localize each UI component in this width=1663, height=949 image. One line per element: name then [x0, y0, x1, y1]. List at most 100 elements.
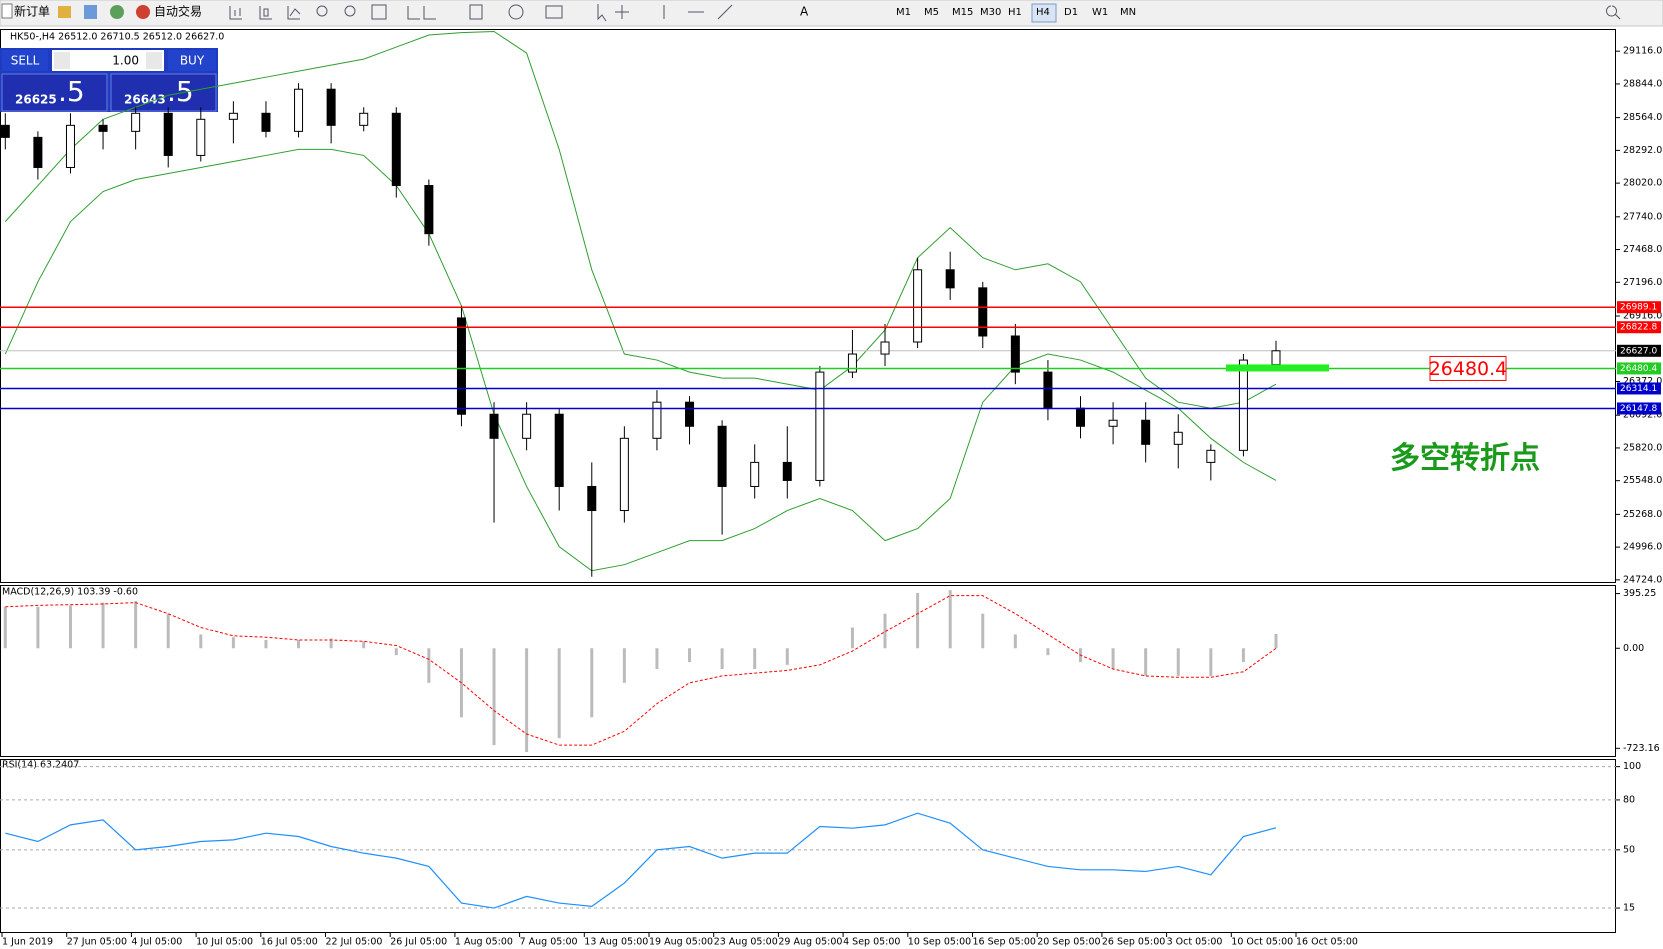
price-line-tag [1617, 301, 1661, 314]
icon[interactable] [287, 6, 301, 20]
candle-body [1238, 359, 1248, 451]
macd-signal [5, 595, 1277, 746]
x-tick-label: 10 Jul 05:00 [196, 937, 253, 948]
icon[interactable] [344, 5, 356, 17]
search[interactable] [1606, 5, 1621, 20]
price-line-tag [1617, 402, 1661, 415]
buy-price-box[interactable] [110, 73, 217, 112]
candle-body [163, 112, 173, 156]
icon[interactable] [508, 4, 524, 20]
candle-body [1173, 431, 1183, 445]
icon[interactable] [407, 6, 436, 20]
candle-body [685, 401, 695, 427]
candle-body [522, 413, 532, 439]
y-tick-label: 80 [1623, 794, 1635, 805]
candle-body [1010, 335, 1020, 373]
x-tick-label: 26 Jul 05:00 [390, 937, 447, 948]
timeframe[interactable]: H4 [1036, 7, 1050, 18]
timeframe[interactable]: M30 [980, 7, 1001, 18]
price-line-label: 26314.1 [1620, 384, 1657, 394]
annotation: 多空转折点 [1390, 441, 1540, 476]
ask-main: 26643 [124, 93, 166, 107]
buy-button[interactable] [168, 50, 216, 71]
candle-body [424, 185, 434, 235]
price-line-label: 26822.8 [1620, 323, 1657, 333]
timeframe[interactable]: H1 [1008, 7, 1022, 18]
timeframe[interactable]: D1 [1064, 7, 1078, 18]
candle-body [978, 287, 988, 337]
timeframe[interactable]: W1 [1092, 7, 1108, 18]
timeframe[interactable]: MN [1120, 7, 1136, 18]
y-tick-label: 26372.0 [1623, 376, 1662, 387]
sell-button[interactable] [2, 50, 48, 71]
candle-body [554, 413, 564, 487]
icon[interactable] [58, 6, 71, 18]
x-tick-label: 23 Aug 05:00 [714, 937, 778, 948]
tool-icons [229, 4, 1621, 22]
timeframe[interactable]: M15 [952, 7, 973, 18]
lots-up[interactable] [146, 52, 162, 69]
x-tick-label: 4 Jul 05:00 [131, 937, 182, 948]
candle-body [945, 269, 955, 289]
candle-body [1108, 419, 1118, 427]
candle-body [1271, 350, 1281, 366]
timeframe[interactable]: M1 [896, 7, 911, 18]
bid-main: 26625 [15, 93, 57, 107]
lots-input[interactable] [52, 50, 164, 71]
lots-value[interactable]: 1.00 [112, 54, 139, 68]
rsi-frame [0, 759, 1616, 933]
candle-body [652, 401, 662, 439]
icon[interactable] [84, 5, 97, 19]
x-tick-label: 16 Oct 05:00 [1296, 937, 1358, 948]
icon[interactable] [371, 4, 387, 20]
candle-body [33, 136, 43, 168]
band-upper [4, 30, 1277, 409]
candle-body [1141, 419, 1151, 445]
text-tool[interactable]: A [800, 5, 809, 19]
new-order[interactable]: 新订单 [14, 4, 50, 19]
y-tick-label: 28564.0 [1623, 112, 1662, 123]
y-tick-label: 15 [1623, 903, 1635, 914]
x-tick-label: 1 Jun 2019 [2, 937, 53, 948]
icon[interactable] [110, 5, 124, 19]
timeframe[interactable]: M5 [924, 7, 939, 18]
sell-price-box[interactable] [1, 73, 108, 112]
candle-body [880, 341, 890, 355]
auto-trading[interactable]: 自动交易 [154, 4, 202, 19]
x-tick-label: 16 Sep 05:00 [973, 937, 1036, 948]
buy-label[interactable]: BUY [180, 54, 205, 68]
icon[interactable] [136, 5, 150, 19]
candle-body [815, 371, 825, 481]
candle-body [489, 413, 499, 439]
price-line-tag [1617, 321, 1661, 334]
candle-body [0, 124, 10, 138]
icon[interactable] [1, 3, 13, 19]
main-frame [0, 29, 1616, 583]
icon[interactable] [229, 6, 242, 20]
candle-body [587, 485, 597, 512]
y-tick-label: 24996.0 [1623, 542, 1662, 553]
y-tick-label: 25548.0 [1623, 475, 1662, 486]
icon[interactable] [259, 6, 272, 20]
candle-body [1206, 449, 1216, 463]
price-line-label: 26989.1 [1620, 303, 1657, 313]
y-tick-label: 27468.0 [1623, 244, 1662, 255]
candle-body [913, 269, 923, 343]
toolbar-bg [0, 0, 1663, 27]
icon[interactable] [316, 5, 328, 17]
y-tick-label: 25268.0 [1623, 509, 1662, 520]
candle-body [131, 112, 141, 132]
band-lower [4, 148, 1277, 572]
icon[interactable] [597, 4, 733, 22]
y-tick-label: 26092.0 [1623, 410, 1662, 421]
sell-label[interactable]: SELL [11, 54, 40, 68]
lots-down[interactable] [54, 52, 70, 69]
candle-body [326, 88, 336, 126]
price-line-tag [1617, 382, 1661, 395]
x-tick-label: 26 Sep 05:00 [1102, 937, 1165, 948]
price-line-label: 26480.4 [1620, 364, 1657, 374]
icon[interactable] [469, 4, 483, 20]
icon[interactable] [545, 5, 563, 19]
